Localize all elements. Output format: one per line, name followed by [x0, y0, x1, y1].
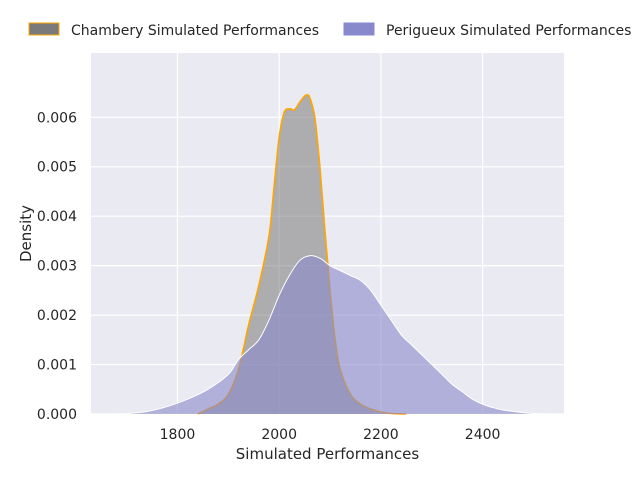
y-tick-label: 0.004 [37, 209, 77, 225]
y-tick-label: 0.002 [37, 308, 77, 324]
perigueux-legend-swatch [343, 22, 375, 36]
y-axis-title: Density [17, 205, 35, 262]
chambery-legend-label: Chambery Simulated Performances [71, 23, 319, 39]
y-tick-label: 0.001 [37, 358, 77, 374]
perigueux-legend-label: Perigueux Simulated Performances [386, 23, 631, 39]
y-tick-label: 0.003 [37, 259, 77, 275]
y-tick-label: 0.000 [37, 407, 77, 423]
x-axis-title: Simulated Performances [236, 445, 420, 463]
x-tick-label: 2200 [363, 427, 399, 443]
chambery-density-area [197, 94, 407, 415]
y-tick-label: 0.006 [37, 110, 77, 126]
perigueux-density-line [111, 255, 549, 415]
y-tick-label: 0.005 [37, 160, 77, 176]
x-tick-label: 2400 [465, 427, 501, 443]
series-layer [111, 94, 549, 415]
tick-labels: 1800 2000 2200 2400 0.000 0.001 0.002 0.003 0.00… [37, 110, 501, 443]
legend: Chambery Simulated Performances Perigueux… [28, 22, 631, 39]
perigueux-density-area [111, 255, 549, 414]
x-tick-label: 2000 [261, 427, 297, 443]
x-tick-label: 1800 [160, 427, 196, 443]
chambery-legend-swatch [28, 22, 60, 36]
